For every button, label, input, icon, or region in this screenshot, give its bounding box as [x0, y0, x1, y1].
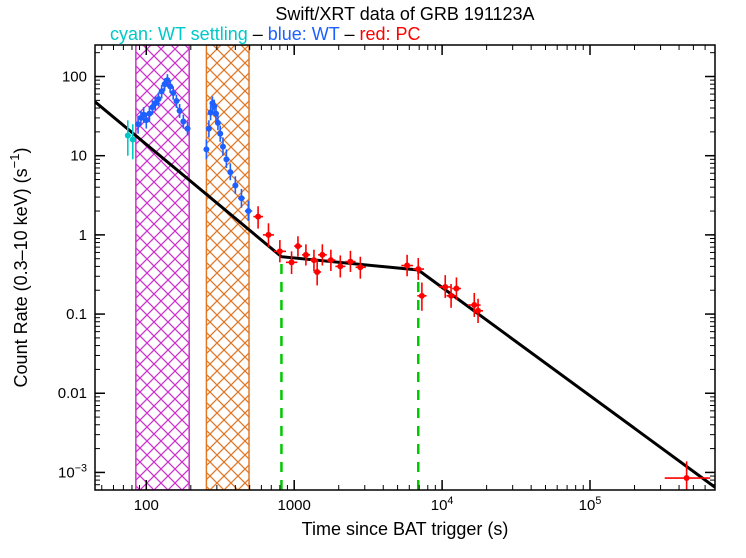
chart-title: Swift/XRT data of GRB 191123A: [275, 4, 534, 24]
x-axis-label: Time since BAT trigger (s): [302, 519, 509, 539]
svg-text:10: 10: [70, 148, 87, 165]
chart-svg: 100100010410510−30.010.1110100Time since…: [0, 0, 746, 558]
svg-text:1000: 1000: [278, 497, 311, 514]
svg-text:0.1: 0.1: [66, 306, 87, 323]
svg-text:0.01: 0.01: [58, 385, 87, 402]
svg-text:100: 100: [134, 497, 159, 514]
y-axis-label: Count Rate (0.3–10 keV) (s−1): [7, 148, 31, 388]
chart-container: 100100010410510−30.010.1110100Time since…: [0, 0, 746, 558]
svg-text:1: 1: [79, 227, 87, 244]
svg-text:100: 100: [62, 69, 87, 86]
chart-subtitle: cyan: WT settling – blue: WT – red: PC: [110, 24, 420, 44]
